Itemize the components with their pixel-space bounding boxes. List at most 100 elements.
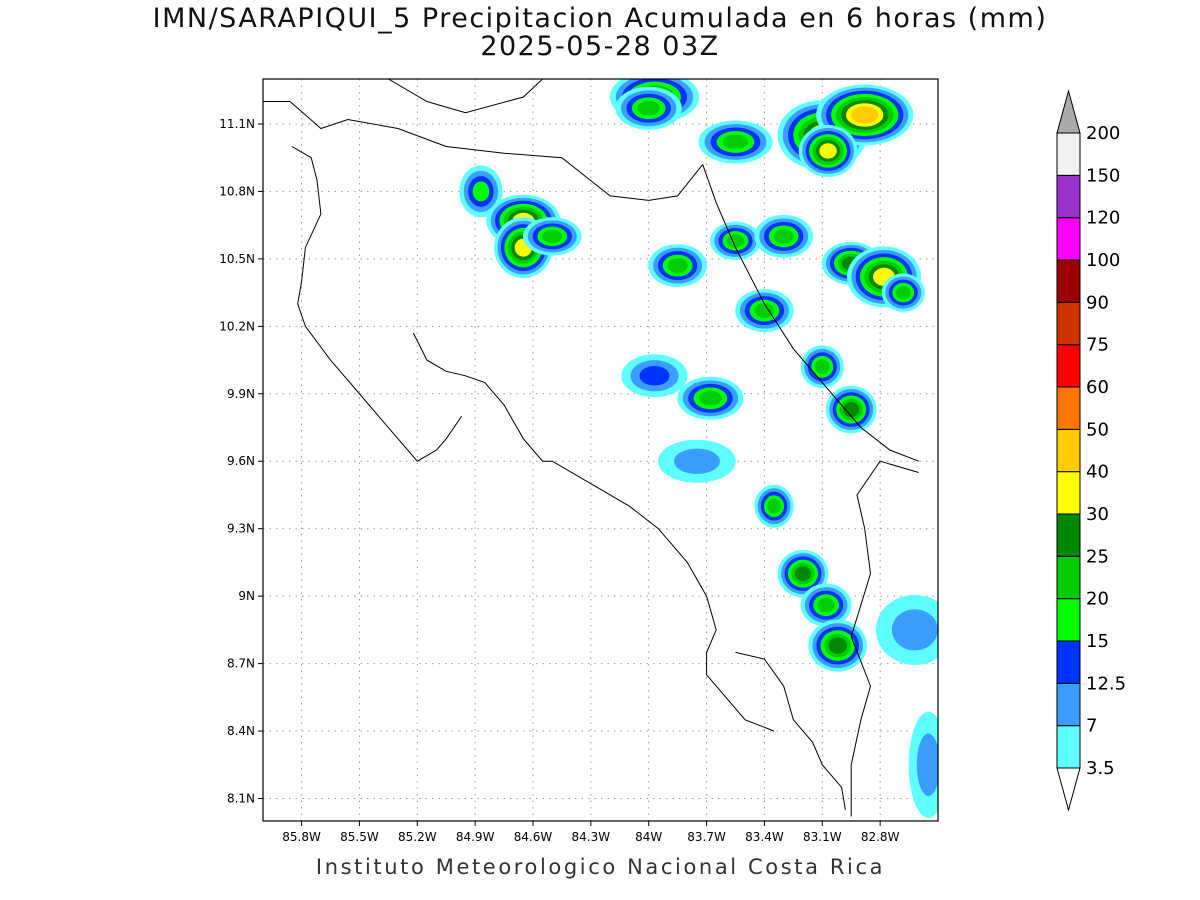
x-tick-label: 83.4W: [745, 830, 784, 844]
legend-swatch: [1056, 428, 1081, 473]
precip-contour: [850, 106, 879, 124]
precip-cell: [754, 484, 794, 528]
precip-contour: [673, 448, 720, 474]
precip-cell: [800, 583, 852, 627]
legend-label: 75: [1086, 335, 1109, 356]
precip-cell: [808, 619, 867, 672]
legend-label: 40: [1086, 462, 1109, 483]
precip-cell: [698, 120, 773, 164]
precip-cell: [658, 439, 736, 483]
legend-label: 12.5: [1086, 673, 1126, 694]
precip-cell: [754, 214, 813, 258]
y-tick-label: 11.1N: [219, 117, 255, 131]
x-tick-label: 84.9W: [456, 830, 495, 844]
precip-contour: [828, 637, 847, 654]
x-tick-label: 84W: [635, 830, 662, 844]
y-tick-label: 10.5N: [219, 252, 255, 266]
precip-contour: [916, 733, 938, 797]
boundary-caribbean-coast: [702, 164, 919, 462]
legend-label: 7: [1086, 716, 1097, 737]
precip-contour: [726, 234, 745, 248]
precip-contour: [794, 566, 812, 582]
precip-contour: [699, 390, 722, 406]
precip-cell: [798, 124, 858, 177]
y-tick-label: 8.1N: [227, 792, 255, 806]
legend-swatch: [1056, 259, 1081, 303]
legend-arrow-low: [1056, 767, 1081, 812]
y-tick-label: 9.6N: [227, 454, 255, 468]
precip-cell: [677, 376, 744, 420]
legend-swatch: [1056, 344, 1081, 388]
precip-cell: [735, 289, 794, 333]
grid-lines: [263, 79, 938, 821]
boundary-osa-peninsula: [735, 651, 846, 810]
legend-swatch: [1056, 174, 1081, 219]
y-tick-label: 10.8N: [219, 184, 255, 198]
x-tick-label: 83.7W: [687, 830, 726, 844]
precip-cell: [777, 549, 829, 598]
legend-arrow-high: [1056, 89, 1081, 134]
legend-label: 3.5: [1086, 758, 1115, 779]
precip-cell: [881, 273, 925, 312]
precip-contour: [542, 229, 563, 244]
latitude-axis: 11.1N 10.8N 10.5N 10.2N 9.9N 9.6N 9.3N 9N 8.7N 8.…: [219, 117, 263, 806]
precip-contour: [722, 134, 749, 150]
precip-cell: [710, 221, 761, 261]
x-tick-label: 82.8W: [861, 830, 900, 844]
legend-label: 50: [1086, 419, 1109, 440]
legend-swatch: [1056, 725, 1081, 769]
precip-cell: [615, 86, 682, 130]
boundary-lake-shore: [388, 79, 543, 114]
map-timestamp: 2025-05-28 03Z: [480, 31, 720, 62]
x-tick-label: 84.3W: [572, 830, 611, 844]
legend-swatch: [1056, 471, 1081, 515]
y-tick-label: 10.2N: [219, 319, 255, 333]
boundary-nicaragua-border: [263, 101, 704, 201]
precip-contour: [817, 597, 835, 613]
precip-cell: [875, 594, 938, 665]
y-tick-label: 9.9N: [227, 387, 255, 401]
legend-swatch: [1056, 682, 1081, 727]
precipitation-field: [459, 79, 938, 818]
coastlines-borders: [263, 79, 919, 817]
precip-contour: [843, 402, 860, 418]
boundary-pacific-coast-north: [291, 146, 463, 462]
precip-cell: [908, 711, 938, 818]
precip-cell: [825, 385, 877, 434]
precip-cell: [800, 345, 844, 389]
precip-contour: [767, 498, 781, 514]
legend-swatch: [1056, 640, 1081, 684]
footer-credit: Instituto Meteorologico Nacional Costa R…: [315, 855, 886, 879]
map-title: IMN/SARAPIQUI_5 Precipitacion Acumulada …: [152, 3, 1048, 34]
plot-frame: [262, 78, 939, 822]
legend-swatch: [1056, 598, 1081, 642]
precip-contour: [639, 366, 670, 386]
y-tick-label: 8.4N: [227, 724, 255, 738]
x-tick-label: 83.1W: [803, 830, 842, 844]
color-legend: 3.5 7 12.5 15 20 25 30 40 50 60 75 90 100 120 150 200: [1056, 89, 1126, 812]
precip-contour: [819, 143, 837, 159]
precip-contour: [667, 258, 688, 274]
y-tick-label: 9N: [238, 589, 255, 603]
legend-swatch: [1056, 386, 1081, 430]
legend-label: 90: [1086, 292, 1109, 313]
legend-label: 60: [1086, 377, 1109, 398]
precip-cell: [459, 165, 503, 218]
legend-label: 200: [1086, 123, 1120, 144]
x-tick-label: 85.5W: [340, 830, 379, 844]
legend-label: 150: [1086, 165, 1120, 186]
legend-swatch: [1056, 301, 1081, 346]
boundary-panama-border: [850, 460, 919, 817]
precip-contour: [472, 181, 490, 202]
legend-label: 30: [1086, 504, 1109, 525]
precip-contour: [891, 609, 938, 651]
precip-contour: [814, 359, 830, 375]
legend-swatch: [1056, 217, 1081, 261]
boundary-nicoya-gulf-east: [412, 332, 775, 732]
legend-label: 20: [1086, 589, 1109, 610]
precip-contour: [773, 229, 794, 244]
legend-label: 120: [1086, 208, 1120, 229]
legend-swatch: [1056, 555, 1081, 600]
legend-label: 100: [1086, 250, 1120, 271]
